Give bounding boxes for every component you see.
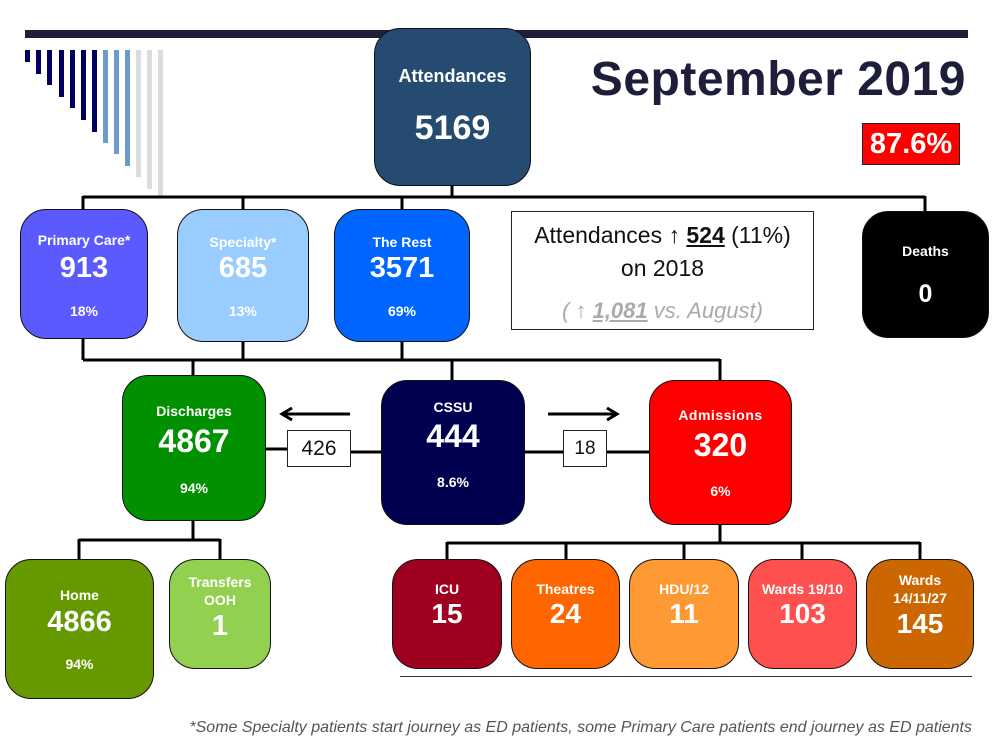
- destination-node-icu: ICU 15: [392, 559, 502, 669]
- destination-value: 4866: [47, 606, 112, 638]
- admissions-node: Admissions 320 6%: [649, 380, 792, 525]
- destination-node-hdu: HDU/12 11: [629, 559, 739, 669]
- label-line-2: 14/11/27: [893, 590, 947, 606]
- destination-label: ICU: [434, 581, 460, 597]
- up-arrow-icon: ↑: [668, 222, 680, 248]
- comparison-box: Attendances ↑ 524 (11%) on 2018 ( ↑ 1,08…: [511, 211, 814, 330]
- source-pct: 18%: [69, 303, 99, 319]
- destination-node-theatres: Theatres 24: [511, 559, 620, 669]
- destination-label: Wards 19/10: [761, 581, 844, 597]
- destination-node-wards-19-10: Wards 19/10 103: [748, 559, 857, 669]
- destination-label: HDU/12: [659, 581, 709, 597]
- destination-value: 103: [779, 598, 826, 629]
- admissions-pct: 6%: [710, 483, 731, 499]
- decorative-stripes: [0, 0, 170, 200]
- comparison-line-3: ( ↑ 1,081 vs. August): [512, 298, 813, 324]
- kpi-badge: 87.6%: [862, 123, 960, 165]
- discharges-node: Discharges 4867 94%: [122, 375, 266, 521]
- destination-pct: 94%: [65, 656, 94, 672]
- label-line-1: Transfers: [188, 574, 252, 590]
- destination-value: 1: [211, 610, 229, 642]
- source-label: Specialty*: [209, 234, 277, 250]
- destination-value: 24: [549, 598, 582, 629]
- destination-label: Theatres: [536, 581, 595, 597]
- footer-divider: [400, 676, 972, 677]
- attendances-label: Attendances: [398, 66, 507, 86]
- deaths-value: 0: [918, 280, 933, 308]
- footnote: *Some Specialty patients start journey a…: [189, 719, 972, 736]
- source-value: 685: [218, 252, 268, 284]
- comparison-value: 524: [686, 222, 725, 248]
- comparison-pct: (11%): [731, 222, 791, 248]
- up-arrow-icon: ↑: [575, 298, 587, 323]
- destination-label: Home: [60, 587, 99, 603]
- destination-value: 145: [896, 608, 944, 639]
- discharges-value: 4867: [158, 423, 230, 459]
- comparison-line-1: Attendances ↑ 524 (11%): [512, 222, 813, 249]
- source-pct: 69%: [387, 303, 417, 319]
- deaths-node: Deaths 0: [862, 211, 989, 338]
- source-label: Primary Care*: [37, 232, 131, 248]
- discharges-label: Discharges: [156, 403, 232, 419]
- sub-value: 1,081: [592, 298, 648, 323]
- attendances-node: Attendances 5169: [374, 28, 531, 186]
- destination-node-wards-14-11-27: Wards 14/11/27 145: [866, 559, 974, 669]
- deaths-label: Deaths: [902, 243, 949, 259]
- source-pct: 13%: [228, 303, 258, 319]
- destination-value: 15: [431, 598, 463, 629]
- attendances-value: 5169: [414, 109, 491, 147]
- sub-suffix: vs. August): [647, 298, 763, 323]
- source-value: 3571: [369, 252, 435, 284]
- source-node-the-rest: The Rest 3571 69%: [334, 209, 470, 342]
- discharges-pct: 94%: [179, 480, 209, 496]
- source-node-primary-care: Primary Care* 913 18%: [20, 209, 148, 339]
- cssu-value: 444: [426, 418, 480, 454]
- flow-cssu-to-discharges: 426: [287, 430, 351, 467]
- source-label: The Rest: [372, 234, 432, 250]
- cssu-label: CSSU: [433, 399, 473, 415]
- source-value: 913: [59, 252, 109, 284]
- source-node-specialty: Specialty* 685 13%: [177, 209, 309, 342]
- flow-cssu-to-admissions: 18: [563, 430, 607, 467]
- comparison-line-2: on 2018: [620, 255, 705, 281]
- sub-open: (: [562, 298, 576, 323]
- destination-node-transfers-ooh: Transfers OOH 1: [169, 559, 271, 669]
- admissions-value: 320: [693, 427, 748, 463]
- comparison-prefix: Attendances: [534, 222, 669, 248]
- destination-value: 11: [669, 598, 699, 629]
- destination-label: Transfers OOH: [170, 573, 270, 609]
- destination-node-home: Home 4866 94%: [5, 559, 154, 699]
- destination-label: Wards 14/11/27: [867, 571, 973, 607]
- page-title: September 2019: [590, 53, 966, 106]
- label-line-1: Wards: [898, 572, 942, 588]
- cssu-pct: 8.6%: [437, 474, 469, 490]
- cssu-node: CSSU 444 8.6%: [381, 380, 525, 525]
- admissions-label: Admissions: [678, 407, 763, 423]
- label-line-2: OOH: [204, 592, 236, 608]
